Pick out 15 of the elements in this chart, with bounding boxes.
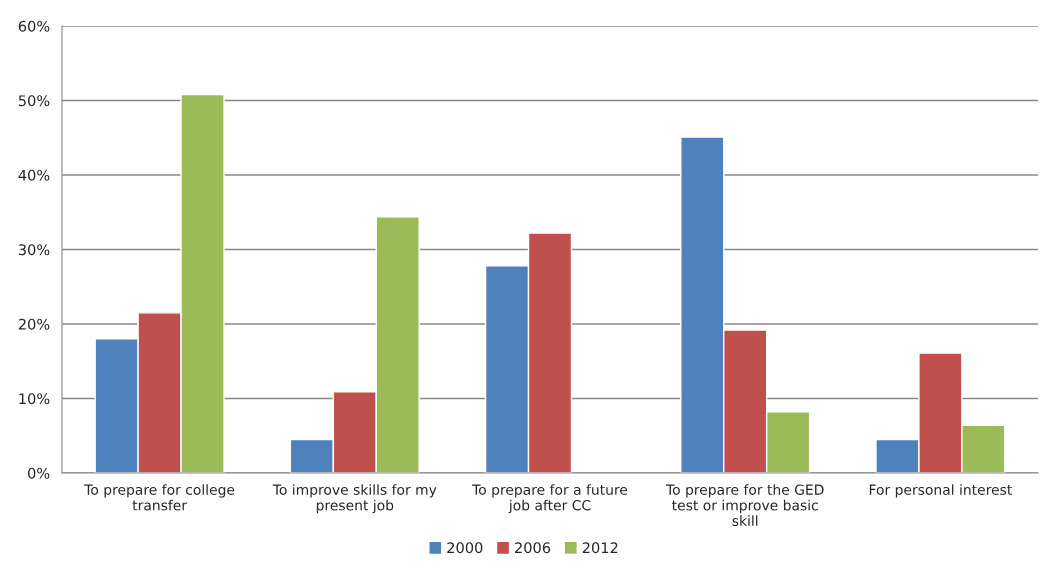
legend-label: 2000 — [447, 542, 483, 554]
x-tick-label: To prepare for the GED test or improve basic skill — [665, 484, 824, 527]
legend-label: 2006 — [515, 542, 551, 554]
y-tick-label: 50% — [18, 95, 50, 107]
y-tick-label: 30% — [18, 244, 50, 256]
y-tick-label: 60% — [18, 20, 50, 32]
y-tick-label: 0% — [28, 467, 50, 479]
y-tick-label: 20% — [18, 318, 50, 330]
y-tick-label: 10% — [19, 393, 50, 405]
y-tick-label: 40% — [18, 169, 50, 181]
x-tick-label: For personal interest — [869, 484, 1012, 498]
x-tick-label: To prepare for college transfer — [84, 484, 235, 511]
x-tick-label: To prepare for a future job after CC — [472, 484, 628, 514]
legend-label: 2012 — [582, 542, 618, 554]
x-tick-label: To improve skills for my present job — [272, 484, 437, 514]
